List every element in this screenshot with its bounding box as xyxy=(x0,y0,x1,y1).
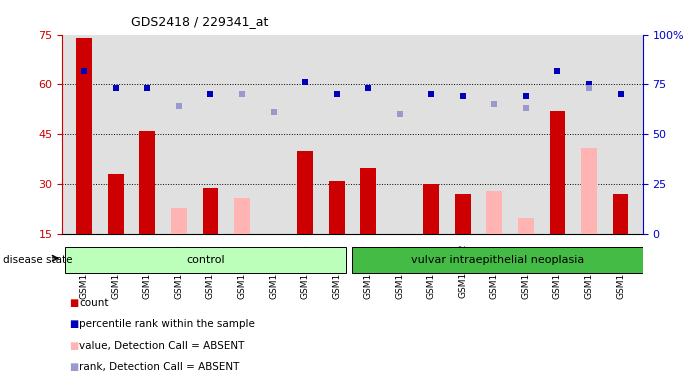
Bar xyxy=(581,148,597,234)
Text: vulvar intraepithelial neoplasia: vulvar intraepithelial neoplasia xyxy=(411,255,584,265)
Bar xyxy=(202,188,218,234)
Bar xyxy=(108,174,124,234)
Text: count: count xyxy=(79,298,109,308)
Text: percentile rank within the sample: percentile rank within the sample xyxy=(79,319,256,329)
Bar xyxy=(424,184,439,234)
Bar xyxy=(265,234,281,238)
Bar xyxy=(329,181,345,234)
Bar xyxy=(234,198,250,234)
Bar xyxy=(613,194,628,234)
Bar xyxy=(297,151,313,234)
Text: value, Detection Call = ABSENT: value, Detection Call = ABSENT xyxy=(79,341,245,351)
Text: ■: ■ xyxy=(69,341,78,351)
Bar xyxy=(518,218,534,234)
Text: control: control xyxy=(187,255,225,265)
Bar xyxy=(392,234,408,241)
Bar xyxy=(77,38,92,234)
Text: GDS2418 / 229341_at: GDS2418 / 229341_at xyxy=(131,15,269,28)
FancyBboxPatch shape xyxy=(352,247,643,273)
Bar xyxy=(360,168,376,234)
FancyBboxPatch shape xyxy=(66,247,346,273)
Text: disease state: disease state xyxy=(3,255,73,265)
Bar xyxy=(549,111,565,234)
Bar xyxy=(455,194,471,234)
Bar xyxy=(486,191,502,234)
Text: ■: ■ xyxy=(69,298,78,308)
Text: ■: ■ xyxy=(69,319,78,329)
Bar xyxy=(140,131,155,234)
Text: ■: ■ xyxy=(69,362,78,372)
Text: rank, Detection Call = ABSENT: rank, Detection Call = ABSENT xyxy=(79,362,240,372)
Bar xyxy=(171,208,187,234)
